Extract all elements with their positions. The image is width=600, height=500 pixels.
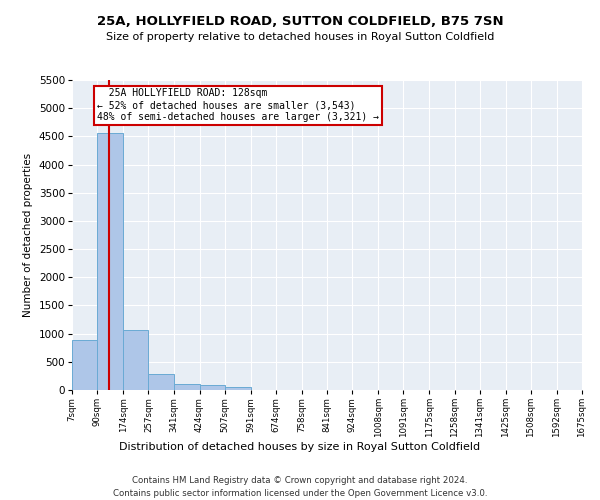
Text: Size of property relative to detached houses in Royal Sutton Coldfield: Size of property relative to detached ho…	[106, 32, 494, 42]
Bar	[97, 133, 123, 390]
Bar	[123, 330, 148, 390]
Text: Contains HM Land Registry data © Crown copyright and database right 2024.: Contains HM Land Registry data © Crown c…	[132, 476, 468, 485]
Text: 25A, HOLLYFIELD ROAD, SUTTON COLDFIELD, B75 7SN: 25A, HOLLYFIELD ROAD, SUTTON COLDFIELD, …	[97, 15, 503, 28]
Bar	[148, 374, 174, 390]
Bar	[72, 340, 97, 390]
Text: Distribution of detached houses by size in Royal Sutton Coldfield: Distribution of detached houses by size …	[119, 442, 481, 452]
Bar	[225, 386, 251, 390]
Text: Contains public sector information licensed under the Open Government Licence v3: Contains public sector information licen…	[113, 489, 487, 498]
Bar	[174, 384, 199, 390]
Text: 25A HOLLYFIELD ROAD: 128sqm  
← 52% of detached houses are smaller (3,543)
48% o: 25A HOLLYFIELD ROAD: 128sqm ← 52% of det…	[97, 88, 379, 122]
Bar	[199, 386, 225, 390]
Y-axis label: Number of detached properties: Number of detached properties	[23, 153, 33, 317]
